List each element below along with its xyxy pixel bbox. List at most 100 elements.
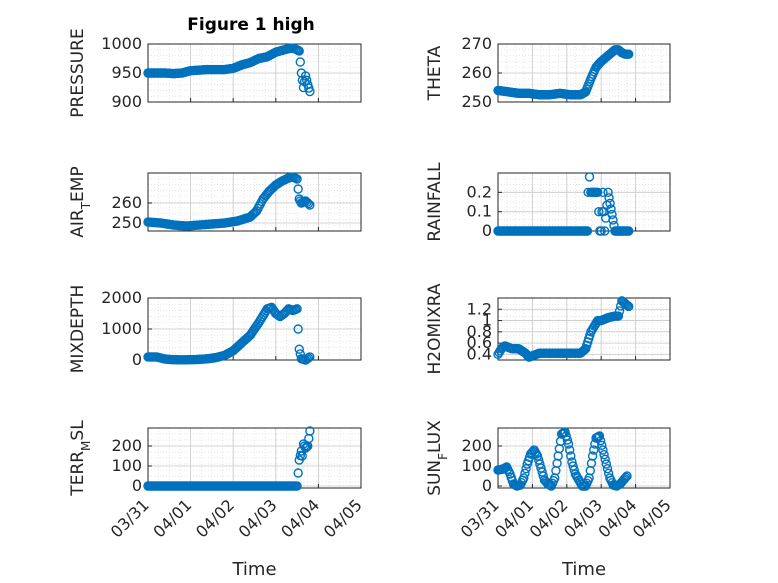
data-point (300, 443, 311, 453)
data-point (624, 301, 634, 312)
data-point (598, 445, 608, 455)
y-label-tail: EMP (68, 166, 88, 202)
data-point (607, 209, 617, 220)
y-tick-label: 0 (482, 221, 492, 240)
data-point (305, 86, 315, 97)
y-tick-label: 950 (111, 63, 142, 82)
data-point (602, 463, 613, 474)
axes-box-sun_flux (497, 427, 671, 489)
y-label-subscript: F (436, 453, 450, 460)
data-point (621, 472, 631, 483)
y-axis-label-theta: THETA (425, 45, 445, 101)
data-point (297, 451, 307, 461)
subplot-rainfall: 00.10.2 RAINFALL (425, 162, 671, 242)
data-point (604, 193, 614, 203)
data-point (295, 57, 305, 67)
data-point (294, 46, 304, 56)
plot-area-rainfall (498, 173, 670, 231)
data-point (303, 198, 314, 209)
y-tick-label: 260 (111, 193, 142, 212)
data-point (597, 440, 607, 451)
y-tick-label: 0.4 (467, 344, 492, 363)
data-point (584, 172, 595, 182)
series-markers-air_temp (143, 172, 315, 231)
series-markers-theta (493, 45, 634, 100)
y-label-main: AIR (68, 209, 88, 238)
data-point (601, 459, 612, 469)
y-axis-label-h2omixra: H2OMIXRA (425, 283, 445, 374)
data-point (293, 184, 303, 194)
data-point (614, 306, 625, 316)
y-tick-label: 250 (461, 92, 492, 111)
data-point (562, 435, 573, 445)
data-point (305, 426, 315, 436)
axes-box-air_temp (147, 172, 362, 232)
data-point (600, 454, 610, 465)
y-tick-label: 1000 (101, 319, 142, 338)
y-axis-label-pressure: PRESSURE (68, 28, 88, 117)
y-label-subscript: T (79, 201, 93, 210)
series-markers-pressure (143, 43, 315, 97)
data-point (566, 451, 576, 461)
y-tick-label: 1 (482, 311, 492, 330)
data-point (305, 352, 315, 362)
y-tick-label: 270 (461, 34, 492, 53)
y-tick-label: 0.1 (467, 202, 492, 221)
data-point (293, 324, 303, 334)
y-label-main: THETA (425, 45, 445, 101)
data-point (624, 226, 634, 236)
y-label-main: RAINFALL (425, 162, 445, 242)
y-label-main: MIXDEPTH (68, 285, 88, 374)
subplot-theta: 250 260 270 THETA (425, 34, 671, 111)
y-tick-label: 100 (111, 456, 142, 475)
data-point (578, 345, 589, 356)
y-tick-label: 200 (111, 436, 142, 455)
data-point (303, 353, 314, 363)
data-point (300, 71, 311, 81)
data-point (519, 473, 529, 483)
y-tick-label: 100 (461, 456, 492, 475)
y-tick-label: 0.8 (467, 322, 492, 341)
y-tick-label: 200 (461, 436, 492, 455)
data-point (608, 215, 618, 225)
data-point (272, 309, 282, 320)
axes-box-h2omixra (497, 297, 671, 361)
figure-title: Figure 1 high (187, 15, 315, 35)
data-point (622, 471, 632, 481)
data-point (593, 187, 603, 198)
axes-box-mixdepth (147, 297, 362, 361)
y-tick-label: 0 (132, 476, 142, 495)
data-point (603, 187, 613, 198)
data-point (594, 431, 605, 441)
data-point (582, 226, 593, 236)
y-tick-label: 260 (461, 63, 492, 82)
y-tick-label: 900 (111, 92, 142, 111)
data-point (594, 206, 604, 217)
data-point (569, 465, 579, 475)
y-tick-label: 0.6 (467, 333, 492, 352)
data-point (273, 310, 284, 321)
y-tick-label: 1.2 (467, 299, 492, 318)
x-axis-label-terr_msl: Time (231, 559, 276, 580)
series-markers-mixdepth (143, 302, 315, 365)
x-axis-label-sun_flux: Time (561, 559, 606, 580)
data-point (294, 344, 304, 354)
data-point (596, 226, 606, 236)
data-point (587, 451, 598, 461)
subplot-mixdepth: 0 1000 2000 MIXDEPTH (68, 285, 362, 374)
y-axis-label-mixdepth: MIXDEPTH (68, 285, 88, 374)
data-point (292, 481, 302, 491)
data-point (301, 442, 312, 452)
data-point (598, 187, 608, 198)
y-label-main: PRESSURE (68, 28, 88, 117)
y-tick-label: 0 (482, 476, 492, 495)
subplot-pressure: 900 950 1000 PRESSURE (68, 28, 362, 118)
series-markers-sun_flux (493, 427, 632, 491)
data-point (624, 49, 634, 59)
y-axis-label-terr_msl: TERRMSL (68, 420, 93, 497)
y-label-main: H2OMIXRA (425, 283, 445, 374)
series-markers-terr_msl (143, 426, 315, 491)
data-point (621, 299, 632, 310)
